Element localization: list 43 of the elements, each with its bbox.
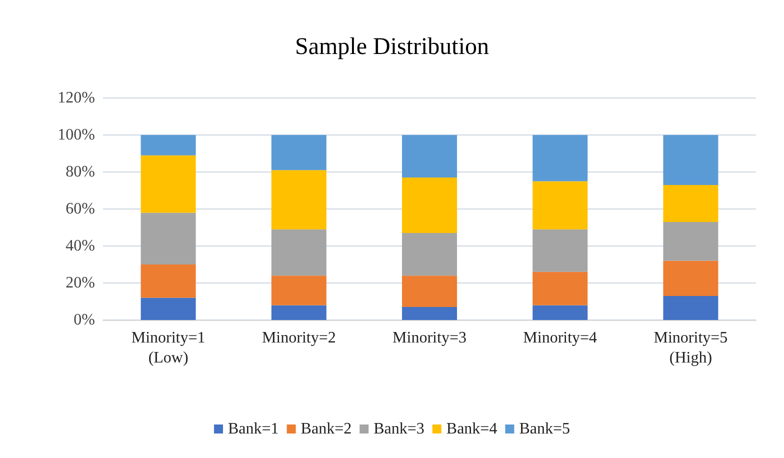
chart-title: Sample Distribution xyxy=(295,34,489,60)
bar xyxy=(402,178,457,234)
bar xyxy=(663,184,718,222)
bar xyxy=(402,233,457,276)
bar xyxy=(271,305,326,320)
legend-label: Bank=4 xyxy=(446,420,498,438)
bar xyxy=(532,229,588,272)
bar xyxy=(532,135,588,182)
y-tick-label: 100% xyxy=(58,126,95,144)
y-tick-label: 0% xyxy=(74,312,95,328)
bar xyxy=(402,307,457,320)
y-tick-label: 120% xyxy=(58,90,95,106)
legend-label: Bank=5 xyxy=(519,420,570,438)
bar xyxy=(140,264,196,298)
y-tick-label: 80% xyxy=(66,164,95,180)
bar xyxy=(663,296,718,320)
bar xyxy=(663,222,718,261)
legend-label: Bank=3 xyxy=(374,420,424,438)
x-tick-label: Minority=5 (High) xyxy=(654,330,728,366)
bar xyxy=(663,135,718,185)
bar xyxy=(140,155,196,213)
bar xyxy=(532,272,588,306)
bar xyxy=(140,298,196,320)
bar xyxy=(140,135,196,156)
y-tick-label: 20% xyxy=(66,274,95,292)
bar xyxy=(271,276,326,306)
bar xyxy=(271,135,326,170)
x-tick-label: Minority=3 xyxy=(392,330,466,346)
bar xyxy=(271,229,326,276)
bar xyxy=(532,181,588,230)
x-tick-label: Minority=2 xyxy=(262,330,336,346)
y-tick-label: 40% xyxy=(66,238,95,254)
x-tick-label: Minority=4 xyxy=(523,330,598,346)
y-tick-label: 60% xyxy=(66,200,95,218)
bar xyxy=(663,260,718,296)
legend-label: Bank=1 xyxy=(228,420,279,438)
bar xyxy=(140,212,196,264)
bar xyxy=(271,170,326,230)
bar xyxy=(402,135,457,178)
x-tick-label: Minority=1 (Low) xyxy=(131,330,206,366)
bar xyxy=(532,305,588,320)
legend-label: Bank=2 xyxy=(300,420,352,438)
bar xyxy=(402,276,457,308)
